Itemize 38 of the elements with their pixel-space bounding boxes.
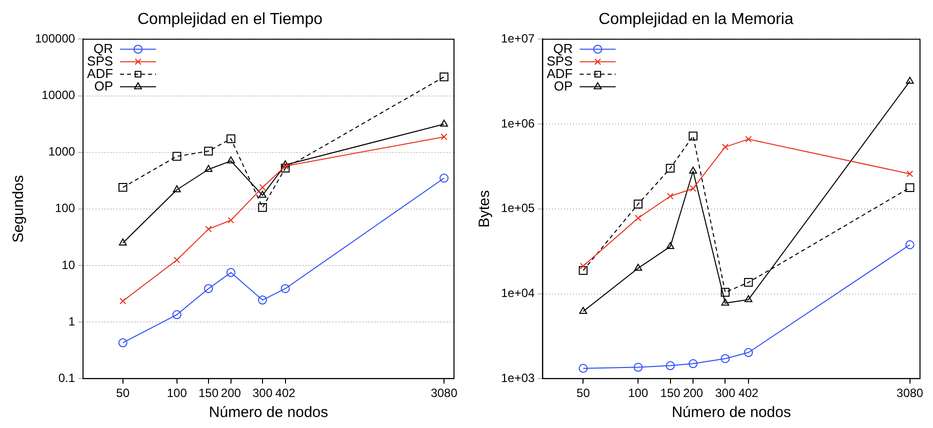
y-tick-label: 0.1 bbox=[58, 370, 76, 385]
y-tick-label: 1 bbox=[68, 314, 76, 328]
x-tick-label: 200 bbox=[220, 386, 242, 400]
chart-title: Complejidad en la Memoria bbox=[598, 11, 794, 28]
y-tick-label: 1e+06 bbox=[501, 116, 536, 130]
x-tick-label: 402 bbox=[738, 386, 759, 400]
y-tick-label: 100 bbox=[55, 201, 76, 216]
y-tick-label: 1e+03 bbox=[501, 370, 536, 385]
x-tick-label: 300 bbox=[252, 386, 273, 400]
x-axis-title: Número de nodos bbox=[672, 404, 791, 422]
x-tick-label: 150 bbox=[660, 386, 681, 400]
x-tick-label: 50 bbox=[576, 386, 590, 400]
legend-label: ADF bbox=[87, 66, 114, 81]
x-tick-label: 50 bbox=[116, 386, 130, 400]
y-axis-title: Segundos bbox=[10, 175, 28, 243]
x-tick-label: 100 bbox=[628, 386, 648, 400]
x-tick-label: 3080 bbox=[896, 386, 924, 400]
y-tick-label: 1e+05 bbox=[501, 201, 536, 216]
x-tick-label: 402 bbox=[275, 386, 296, 400]
x-tick-label: 300 bbox=[715, 386, 736, 400]
legend-label: OP bbox=[554, 78, 573, 94]
y-tick-label: 1000 bbox=[48, 144, 76, 159]
legend-label: ADF bbox=[546, 66, 573, 81]
y-tick-label: 10000 bbox=[42, 88, 76, 102]
legend-label: QR bbox=[553, 40, 573, 56]
y-axis-title: Bytes bbox=[476, 190, 494, 228]
x-tick-label: 150 bbox=[198, 386, 219, 400]
x-tick-label: 200 bbox=[683, 386, 704, 400]
legend-label: QR bbox=[94, 40, 114, 56]
x-tick-label: 3080 bbox=[430, 386, 458, 400]
x-tick-label: 100 bbox=[166, 386, 188, 400]
y-tick-label: 1e+07 bbox=[501, 32, 536, 46]
x-axis-title: Número de nodos bbox=[208, 404, 328, 422]
legend-label: OP bbox=[94, 78, 114, 94]
y-tick-label: 10 bbox=[62, 258, 76, 272]
y-tick-label: 1e+04 bbox=[501, 286, 536, 300]
y-tick-label: 100000 bbox=[34, 32, 76, 46]
chart-title: Complejidad en el Tiempo bbox=[138, 11, 323, 28]
